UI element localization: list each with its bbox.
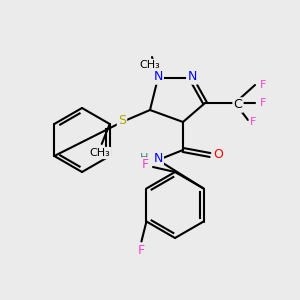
Text: F: F <box>138 244 145 257</box>
Text: CH₃: CH₃ <box>89 148 110 158</box>
Text: C: C <box>234 98 242 112</box>
Text: F: F <box>260 98 266 108</box>
Text: O: O <box>213 148 223 161</box>
Text: N: N <box>153 152 163 164</box>
Text: H: H <box>140 153 148 163</box>
Text: CH₃: CH₃ <box>140 60 160 70</box>
Text: F: F <box>141 158 148 172</box>
Text: N: N <box>153 70 163 83</box>
Text: F: F <box>260 80 266 90</box>
Text: S: S <box>118 113 126 127</box>
Text: F: F <box>250 117 256 127</box>
Text: N: N <box>187 70 197 83</box>
